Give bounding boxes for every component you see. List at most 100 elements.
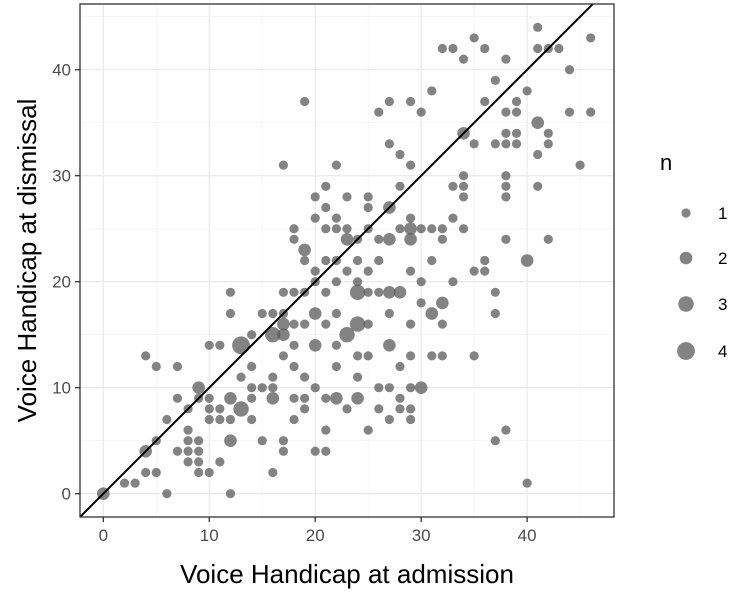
- data-point: [501, 192, 511, 202]
- data-point: [321, 181, 331, 191]
- data-point: [130, 478, 140, 488]
- data-point: [384, 383, 394, 393]
- data-point: [352, 351, 363, 361]
- data-point: [331, 277, 342, 287]
- legend-label: 1: [718, 204, 727, 223]
- data-point: [501, 234, 511, 244]
- legend-key-circle: [677, 342, 695, 360]
- data-point: [225, 489, 236, 499]
- data-point: [416, 298, 426, 308]
- data-point: [437, 351, 447, 361]
- data-point: [363, 192, 373, 202]
- data-point: [321, 393, 331, 403]
- data-point: [480, 43, 490, 54]
- legend-title: n: [660, 150, 672, 175]
- data-point: [247, 393, 257, 403]
- data-point: [554, 43, 564, 54]
- data-point: [204, 340, 214, 350]
- data-point: [257, 436, 267, 446]
- data-point: [172, 361, 183, 372]
- data-point: [278, 351, 289, 361]
- legend-key-circle: [679, 251, 693, 265]
- data-point: [141, 351, 151, 361]
- data-point: [331, 361, 342, 372]
- data-point: [501, 171, 511, 181]
- data-point: [414, 381, 428, 394]
- data-point: [469, 139, 479, 149]
- data-point: [395, 393, 405, 403]
- data-point: [501, 425, 511, 435]
- data-point: [511, 139, 522, 149]
- data-point: [425, 307, 439, 320]
- data-point: [448, 213, 458, 223]
- data-point: [405, 351, 416, 361]
- data-point: [405, 404, 416, 414]
- data-point: [215, 414, 225, 425]
- data-point: [349, 284, 366, 300]
- data-point: [395, 181, 405, 191]
- data-point: [225, 414, 236, 425]
- data-point: [236, 372, 246, 382]
- data-point: [427, 351, 437, 361]
- data-point: [162, 489, 172, 499]
- data-point: [374, 255, 384, 266]
- data-point: [533, 181, 543, 191]
- legend-label: 4: [718, 342, 727, 361]
- data-point: [501, 181, 511, 191]
- data-point: [543, 128, 553, 138]
- data-point: [300, 393, 310, 403]
- data-point: [427, 224, 437, 234]
- data-point: [374, 107, 384, 117]
- data-point: [448, 277, 458, 287]
- data-point: [233, 401, 249, 417]
- data-point: [395, 149, 405, 160]
- data-point: [268, 372, 278, 382]
- data-point: [427, 255, 437, 266]
- legend-key-circle: [678, 296, 694, 312]
- data-point: [215, 404, 225, 414]
- data-point: [501, 54, 511, 64]
- data-point: [162, 414, 172, 425]
- data-point: [300, 404, 310, 414]
- data-point: [289, 234, 299, 244]
- x-tick-label: 0: [99, 526, 108, 545]
- legend-label: 3: [718, 295, 727, 314]
- data-point: [469, 33, 479, 43]
- data-point: [352, 372, 363, 382]
- data-point: [384, 308, 394, 319]
- data-point: [393, 285, 407, 299]
- data-point: [289, 319, 299, 329]
- data-point: [384, 414, 394, 425]
- data-point: [321, 287, 331, 297]
- data-point: [427, 86, 437, 96]
- x-tick-label: 40: [518, 526, 537, 545]
- data-point: [448, 43, 458, 54]
- data-point: [268, 467, 278, 478]
- data-point: [405, 160, 416, 170]
- data-point: [289, 361, 299, 372]
- data-point: [215, 340, 225, 350]
- y-axis-title: Voice Handicap at dismissal: [12, 99, 42, 423]
- data-point: [383, 285, 396, 299]
- data-point: [395, 404, 405, 414]
- data-point: [310, 213, 320, 223]
- data-point: [310, 446, 320, 456]
- data-point: [395, 361, 405, 372]
- data-point: [374, 404, 384, 414]
- panel-border: [79, 3, 615, 518]
- data-point: [183, 446, 193, 456]
- data-point: [204, 404, 214, 414]
- data-point: [300, 372, 310, 382]
- data-point: [490, 139, 500, 149]
- data-point: [383, 233, 396, 246]
- data-point: [351, 391, 364, 405]
- data-point: [266, 391, 280, 405]
- data-point: [531, 116, 545, 130]
- data-point: [183, 425, 193, 435]
- data-point: [342, 224, 352, 234]
- data-point: [405, 383, 416, 393]
- data-point: [404, 233, 417, 246]
- data-point: [480, 96, 490, 107]
- data-point: [490, 308, 500, 319]
- data-point: [522, 478, 532, 488]
